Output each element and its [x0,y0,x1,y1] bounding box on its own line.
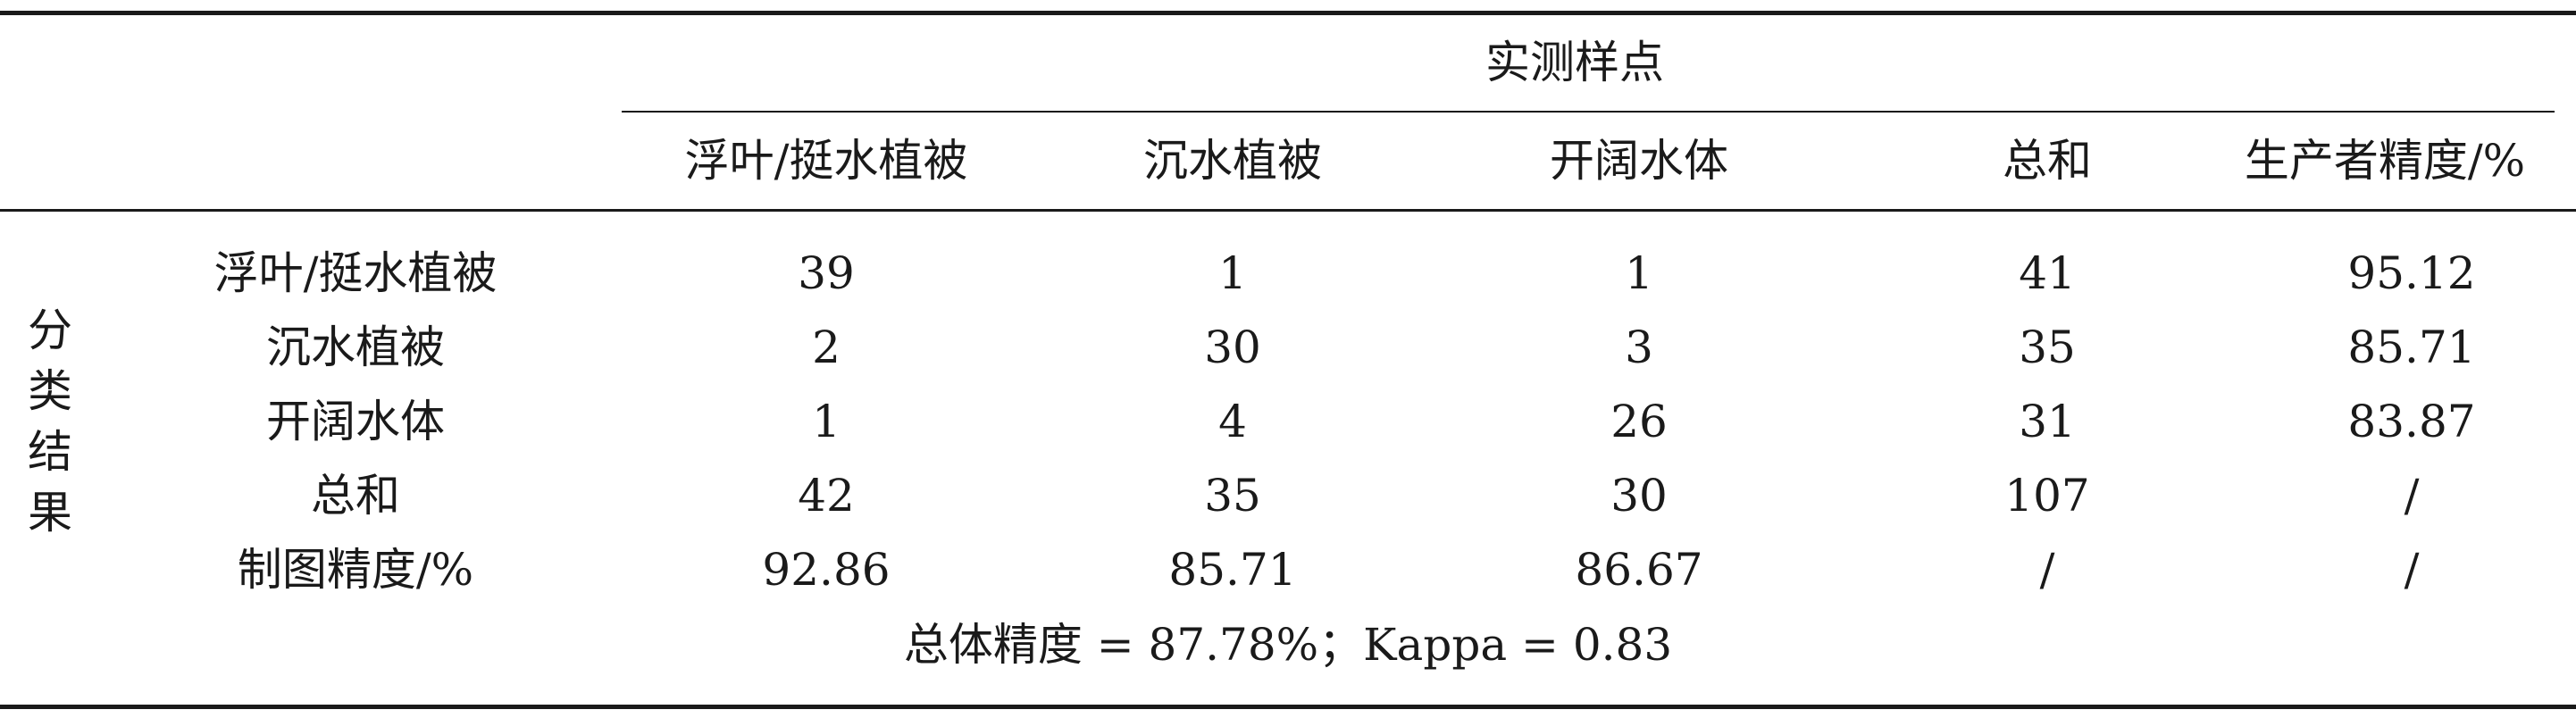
table-cell: 26 [1610,396,1668,447]
table-cell: 86.67 [1575,544,1703,596]
table-cell: 1 [1625,247,1653,299]
side-label-char: 结 [28,426,72,478]
side-label-char: 分 [28,305,72,356]
row-label: 制图精度/% [237,544,474,596]
bottom-rule [0,705,2576,709]
side-label-char: 类 [28,365,72,417]
row-label: 沉水植被 [266,321,445,373]
row-label: 总和 [311,470,400,522]
table-cell: 35 [1204,470,1261,522]
table-cell: 83.87 [2347,396,2476,447]
row-label: 浮叶/挺水植被 [213,247,498,299]
table-cell: 2 [812,321,841,373]
side-label-char: 果 [28,487,72,538]
table-cell: 3 [1625,321,1653,373]
table-cell: / [2404,544,2420,596]
table-cell: 92.86 [762,544,891,596]
column-header: 浮叶/挺水植被 [684,135,968,187]
column-header: 沉水植被 [1143,135,1322,187]
table-cell: 1 [812,396,841,447]
header-rule [0,209,2576,212]
table-cell: 42 [798,470,855,522]
table-cell: 30 [1610,470,1668,522]
group-header-rule [622,111,2555,113]
table-cell: / [2404,470,2420,522]
table-cell: 30 [1204,321,1261,373]
column-header: 总和 [2003,135,2092,187]
column-header: 开阔水体 [1550,135,1728,187]
table-cell: 31 [2019,396,2076,447]
table-cell: 4 [1218,396,1247,447]
group-header: 实测样点 [1485,37,1664,88]
table-cell: 85.71 [1168,544,1297,596]
table-cell: 1 [1218,247,1247,299]
table-cell: / [2039,544,2055,596]
row-label: 开阔水体 [266,396,445,447]
table-cell: 35 [2019,321,2076,373]
top-rule [0,11,2576,15]
table-cell: 107 [2004,470,2090,522]
table-cell: 39 [798,247,855,299]
table-cell: 41 [2019,247,2076,299]
table-cell: 85.71 [2347,321,2476,373]
column-header: 生产者精度/% [2244,135,2526,187]
table-cell: 95.12 [2347,247,2476,299]
table-footer: 总体精度 = 87.78%；Kappa = 0.83 [903,619,1673,671]
